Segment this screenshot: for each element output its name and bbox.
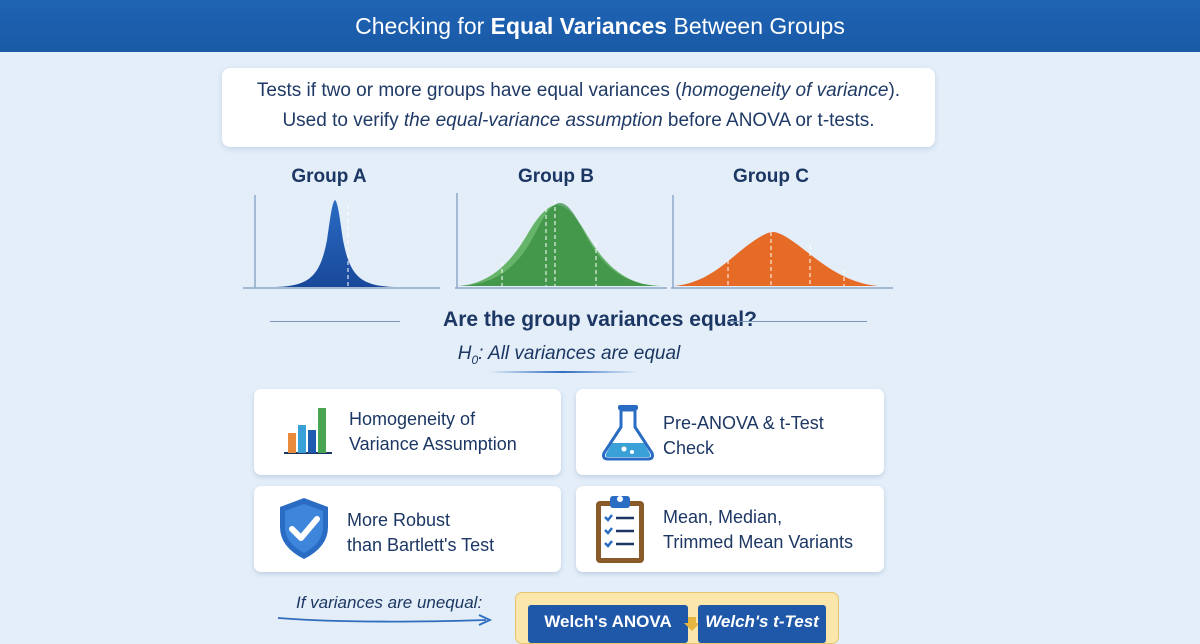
clipboard-checklist-icon [596, 496, 644, 563]
card-homogeneity-text: Homogeneity of Variance Assumption [349, 407, 517, 457]
card-pre-anova: Pre-ANOVA & t-Test Check [576, 389, 884, 475]
card-homogeneity-line-1: Homogeneity of [349, 409, 476, 429]
intro-line-2: Used to verify the equal-variance assump… [222, 106, 935, 136]
card-variants-line-1: Mean, Median, [663, 507, 783, 527]
page-title: Checking for Equal Variances Between Gro… [0, 0, 1200, 52]
question-heading: Are the group variances equal? [443, 308, 757, 331]
group-a-label: Group A [291, 166, 367, 187]
intro-line-2-post: before ANOVA or t-tests. [662, 110, 875, 131]
intro-line-1-post: ). [888, 80, 901, 101]
null-hypothesis: H0: All variances are equal [0, 343, 1138, 367]
card-variants-line-2: Trimmed Mean Variants [663, 532, 854, 552]
intro-line-1-pre: Tests if two or more groups have equal v… [256, 80, 682, 101]
title-emphasis: Equal Variances [490, 12, 668, 39]
flask-icon [602, 405, 654, 461]
intro-line-2-pre: Used to verify [282, 110, 404, 131]
card-variants-text: Mean, Median, Trimmed Mean Variants [663, 505, 853, 555]
card-pre-anova-line-2: Check [663, 438, 715, 458]
welch-options: Welch's ANOVA Welch's t-Test [515, 592, 839, 644]
bar-chart-icon [284, 408, 332, 454]
hypothesis-text: : All variances are equal [478, 343, 681, 364]
intro-box: Tests if two or more groups have equal v… [222, 68, 935, 147]
hypothesis-subscript: 0 [471, 352, 479, 367]
intro-line-1: Tests if two or more groups have equal v… [222, 76, 935, 106]
welch-anova-option: Welch's ANOVA [528, 605, 688, 643]
group-c-distribution [671, 195, 893, 289]
card-robust-line-1: More Robust [347, 510, 451, 530]
group-b-label: Group B [518, 166, 594, 187]
intro-line-1-italic: homogeneity of variance [681, 80, 889, 101]
card-pre-anova-line-1: Pre-ANOVA & t-Test [663, 413, 824, 433]
arrow-right-icon [277, 614, 493, 626]
card-robust: More Robust than Bartlett's Test [254, 486, 561, 572]
hypothesis-symbol: H [457, 343, 472, 364]
card-homogeneity: Homogeneity of Variance Assumption [254, 389, 561, 475]
title-prefix: Checking for [355, 12, 485, 39]
group-b-distribution [455, 193, 667, 289]
card-homogeneity-line-2: Variance Assumption [349, 434, 517, 454]
question-divider-right [727, 321, 867, 322]
card-pre-anova-text: Pre-ANOVA & t-Test Check [663, 411, 824, 461]
title-suffix: Between Groups [673, 12, 845, 39]
card-robust-line-2: than Bartlett's Test [347, 535, 495, 555]
shield-check-icon [280, 498, 328, 559]
intro-line-2-italic: the equal-variance assumption [403, 110, 663, 131]
connector-arrow-icon [684, 617, 700, 631]
question-divider-left [270, 321, 400, 322]
group-c-label: Group C [733, 166, 809, 187]
unequal-variance-note: If variances are unequal: [296, 593, 483, 612]
card-robust-text: More Robust than Bartlett's Test [347, 508, 494, 558]
group-a-distribution [243, 195, 440, 289]
card-variants: Mean, Median, Trimmed Mean Variants [576, 486, 884, 572]
welch-t-test-option: Welch's t-Test [698, 605, 826, 643]
hypothesis-underline [488, 371, 638, 373]
